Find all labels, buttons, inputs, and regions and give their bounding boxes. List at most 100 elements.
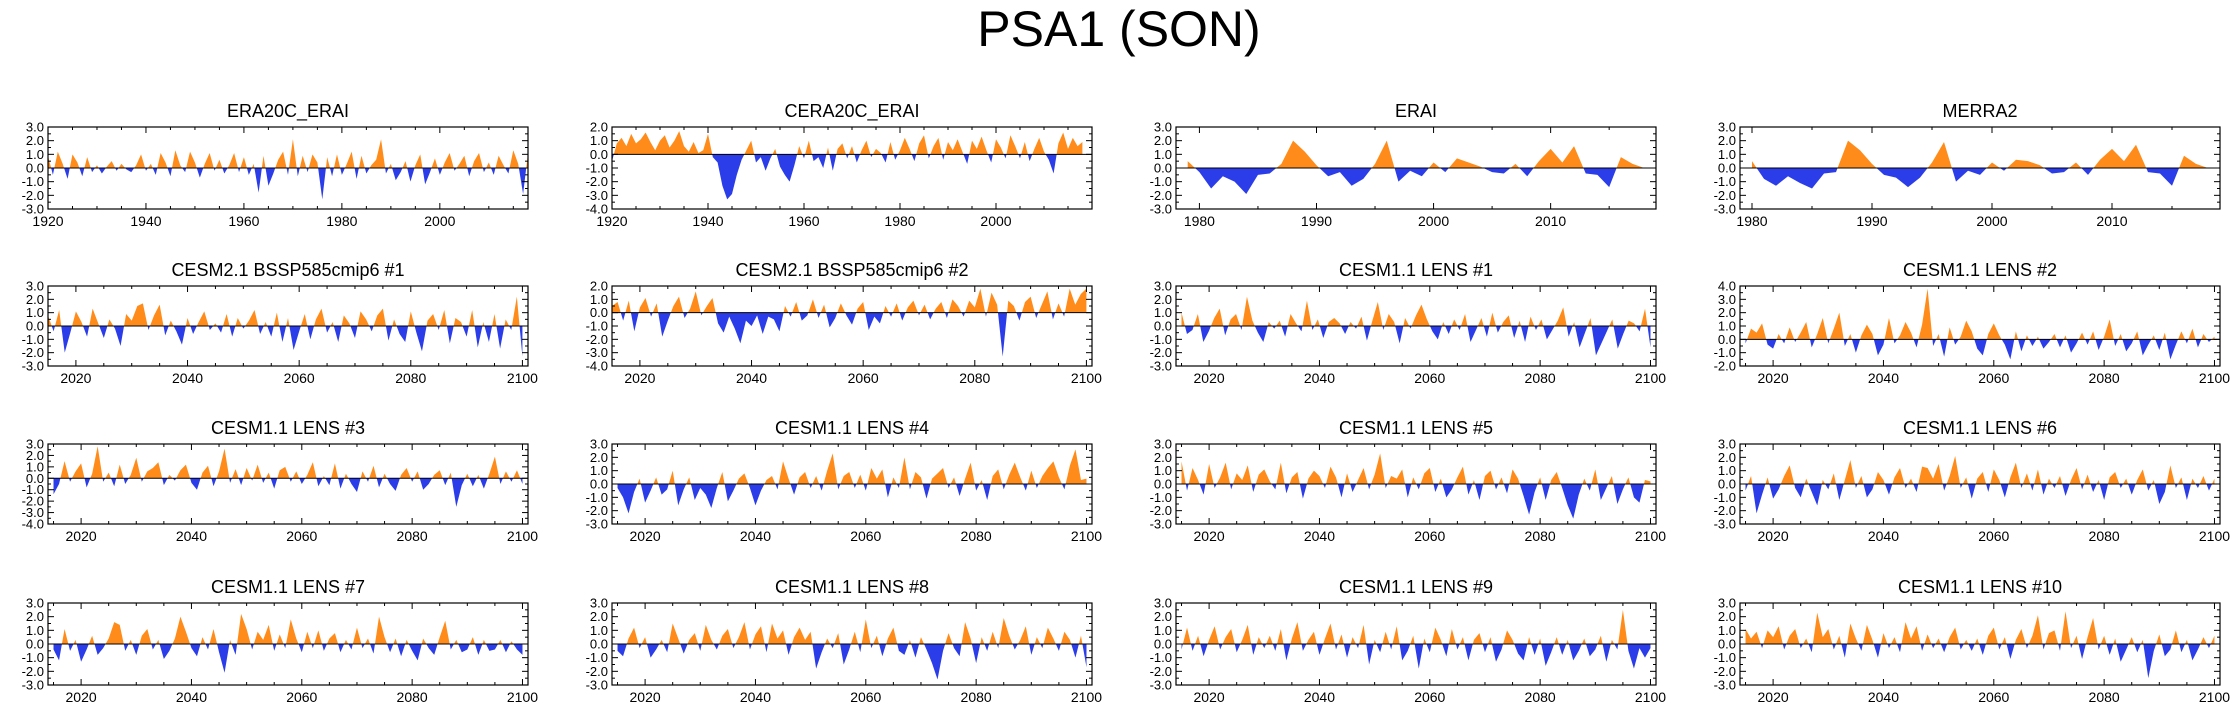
- y-tick-label: -1.0: [1150, 174, 1172, 189]
- y-tick-label: 4.0: [1718, 279, 1736, 294]
- positive-area: [48, 296, 520, 326]
- panel-15: CESM1.1 LENS #9 -3.0-2.0-1.00.01.02.03.0 2…: [1150, 577, 1667, 705]
- y-tick-label: 3.0: [26, 279, 44, 294]
- x-tick-label: 2040: [1304, 370, 1335, 386]
- x-tick-label: 2080: [397, 528, 428, 544]
- panel-title: CESM1.1 LENS #8: [775, 577, 929, 597]
- positive-area: [613, 131, 1083, 155]
- y-tick-label: -3.0: [586, 345, 608, 360]
- y-tick-label: 0.0: [590, 637, 608, 652]
- x-tick-label: 1940: [130, 213, 161, 229]
- y-tick-label: -1.0: [22, 174, 44, 189]
- y-tick-label: 2.0: [1718, 305, 1736, 320]
- x-tick-label: 2020: [630, 689, 661, 705]
- y-tick-label: -2.0: [1714, 188, 1736, 203]
- y-tick-label: -4.0: [586, 202, 608, 217]
- y-tick-label: 1.0: [590, 623, 608, 638]
- y-tick-label: -3.0: [1150, 359, 1172, 374]
- x-tick-label: 2100: [2199, 370, 2230, 386]
- y-tick-label: 1.0: [590, 133, 608, 148]
- y-tick-label: 3.0: [1718, 437, 1736, 452]
- x-tick-label: 2100: [1635, 370, 1666, 386]
- x-tick-label: 2080: [961, 528, 992, 544]
- y-tick-label: 2.0: [590, 609, 608, 624]
- x-tick-label: 2060: [1414, 370, 1445, 386]
- x-tick-label: 2040: [176, 528, 207, 544]
- x-tick-label: 2000: [1418, 213, 1449, 229]
- y-tick-label: 2.0: [1718, 609, 1736, 624]
- y-tick-label: 0.0: [1718, 477, 1736, 492]
- y-tick-label: -1.0: [1150, 650, 1172, 665]
- y-tick-label: 3.0: [590, 437, 608, 452]
- x-tick-label: 2040: [740, 689, 771, 705]
- x-tick-label: 1980: [326, 213, 357, 229]
- y-tick-label: 3.0: [26, 120, 44, 135]
- panel-2: CERA20C_ERAI -4.0-3.0-2.0-1.00.01.02.0 192…: [586, 101, 1093, 229]
- x-tick-label: 2020: [1758, 528, 1789, 544]
- y-tick-label: -2.0: [1150, 345, 1172, 360]
- y-tick-label: -1.0: [586, 161, 608, 176]
- panel-title: CESM1.1 LENS #9: [1339, 577, 1493, 597]
- y-tick-label: -1.0: [1150, 490, 1172, 505]
- y-tick-label: -1.0: [1150, 332, 1172, 347]
- y-tick-label: 0.0: [26, 319, 44, 334]
- negative-area: [53, 478, 523, 507]
- y-tick-label: -3.0: [22, 678, 44, 693]
- x-tick-label: 2060: [1978, 370, 2009, 386]
- y-tick-label: -2.0: [1714, 664, 1736, 679]
- y-tick-label: 2.0: [1718, 133, 1736, 148]
- y-tick-label: 0.0: [1718, 332, 1736, 347]
- x-tick-label: 1980: [1184, 213, 1215, 229]
- x-tick-label: 2010: [2096, 213, 2127, 229]
- y-tick-label: 2.0: [1154, 450, 1172, 465]
- y-tick-label: -2.0: [22, 345, 44, 360]
- plot-frame: [1739, 285, 2221, 367]
- negative-area: [53, 644, 523, 673]
- y-tick-label: 1.0: [26, 305, 44, 320]
- y-tick-label: 1.0: [1154, 623, 1172, 638]
- positive-area: [1182, 609, 1628, 644]
- positive-area: [60, 446, 521, 479]
- x-tick-label: 2080: [397, 689, 428, 705]
- y-tick-label: -2.0: [586, 174, 608, 189]
- x-tick-label: 2060: [1978, 528, 2009, 544]
- panel-title: CESM1.1 LENS #7: [211, 577, 365, 597]
- x-tick-label: 2100: [1071, 528, 1102, 544]
- y-tick-label: -3.0: [586, 517, 608, 532]
- x-tick-label: 2080: [2089, 689, 2120, 705]
- positive-area: [1181, 296, 1648, 326]
- y-tick-label: 0.0: [1718, 161, 1736, 176]
- y-tick-label: -1.0: [22, 332, 44, 347]
- x-tick-label: 2020: [1194, 689, 1225, 705]
- panel-16: CESM1.1 LENS #10 -3.0-2.0-1.00.01.02.03.0…: [1714, 577, 2231, 705]
- negative-area: [1185, 484, 1644, 519]
- positive-area: [48, 139, 528, 168]
- x-tick-label: 2080: [959, 370, 990, 386]
- panel-title: CESM1.1 LENS #2: [1903, 260, 2057, 280]
- x-tick-label: 2020: [1758, 689, 1789, 705]
- negative-area: [620, 312, 1065, 357]
- x-tick-label: 2080: [395, 370, 426, 386]
- y-tick-label: 3.0: [1154, 437, 1172, 452]
- y-tick-label: -2.0: [586, 664, 608, 679]
- y-tick-label: -3.0: [586, 188, 608, 203]
- y-tick-label: 3.0: [1154, 120, 1172, 135]
- panel-5: CESM2.1 BSSP585cmip6 #1 -3.0-2.0-1.00.01.…: [22, 260, 539, 386]
- panel-title: CESM2.1 BSSP585cmip6 #2: [735, 260, 968, 280]
- x-tick-label: 2020: [1194, 528, 1225, 544]
- x-tick-label: 2000: [1976, 213, 2007, 229]
- y-tick-label: -1.0: [1714, 345, 1736, 360]
- y-tick-label: -4.0: [22, 517, 44, 532]
- x-tick-label: 2100: [1071, 370, 1102, 386]
- x-tick-label: 2060: [1414, 528, 1445, 544]
- positive-area: [626, 618, 1083, 644]
- y-tick-label: -1.0: [22, 650, 44, 665]
- positive-area: [612, 288, 1087, 313]
- positive-area: [1745, 611, 2215, 644]
- panel-7: CESM1.1 LENS #1 -3.0-2.0-1.00.01.02.03.0 2…: [1150, 260, 1667, 386]
- y-tick-label: 0.0: [1154, 161, 1172, 176]
- plot-frame: [611, 126, 1093, 210]
- x-tick-label: 1990: [1856, 213, 1887, 229]
- y-tick-label: -2.0: [1714, 503, 1736, 518]
